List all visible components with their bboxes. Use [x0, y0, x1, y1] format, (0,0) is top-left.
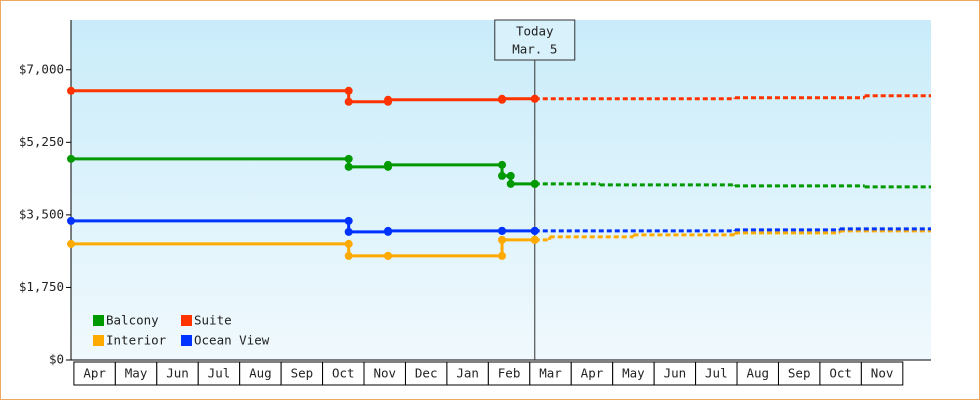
point	[344, 97, 353, 106]
legend-swatch	[93, 315, 104, 326]
point	[530, 94, 539, 103]
point	[530, 179, 539, 188]
x-tick-label: Sep	[291, 366, 314, 381]
point	[67, 216, 75, 225]
y-tick-label: $7,000	[19, 61, 64, 76]
point	[344, 216, 353, 225]
x-tick-label: Nov	[373, 366, 396, 381]
point	[384, 95, 393, 104]
legend-label: Ocean View	[194, 333, 270, 348]
point	[67, 239, 75, 248]
y-tick-label: $0	[49, 352, 64, 367]
legend-label: Interior	[106, 333, 167, 348]
plot-area	[71, 20, 931, 360]
x-tick-label: Oct	[332, 366, 355, 381]
x-tick-label: Dec	[415, 366, 438, 381]
point	[498, 171, 507, 180]
x-tick-label: Aug	[249, 366, 272, 381]
legend-swatch	[181, 315, 192, 326]
x-tick-label: Feb	[498, 366, 521, 381]
point	[530, 235, 539, 244]
x-tick-label: May	[622, 366, 645, 381]
x-tick-label: May	[125, 366, 148, 381]
x-tick-label: Jul	[208, 366, 231, 381]
point	[498, 226, 507, 235]
point	[344, 86, 353, 95]
point	[344, 227, 353, 236]
point	[344, 162, 353, 171]
x-tick-label: Apr	[83, 366, 106, 381]
x-tick-label: Jun	[166, 366, 189, 381]
x-tick-label: Oct	[829, 366, 852, 381]
y-tick-label: $1,750	[19, 279, 64, 294]
point	[384, 226, 393, 235]
legend-label: Suite	[194, 313, 232, 328]
x-tick-label: Mar	[539, 366, 562, 381]
today-label: Today	[516, 24, 554, 39]
today-box	[494, 19, 576, 61]
x-tick-label: Jun	[664, 366, 687, 381]
point	[67, 86, 75, 95]
legend-swatch	[181, 335, 192, 346]
y-tick-label: $3,500	[19, 206, 64, 221]
point	[498, 251, 507, 260]
point	[344, 239, 353, 248]
point	[67, 154, 75, 163]
x-tick-label: Jan	[456, 366, 479, 381]
x-tick-label: Apr	[581, 366, 604, 381]
y-tick-label: $5,250	[19, 134, 64, 149]
point	[344, 154, 353, 163]
x-tick-label: Jul	[705, 366, 728, 381]
x-tick-label: Sep	[788, 366, 811, 381]
point	[384, 160, 393, 169]
x-tick-label: Nov	[871, 366, 894, 381]
point	[506, 171, 515, 180]
point	[384, 251, 393, 260]
point	[498, 160, 507, 169]
point	[498, 94, 507, 103]
point	[530, 226, 539, 235]
point	[344, 251, 353, 260]
point	[498, 235, 507, 244]
x-tick-label: Aug	[746, 366, 769, 381]
point	[506, 179, 515, 188]
legend-swatch	[93, 335, 104, 346]
legend-label: Balcony	[106, 313, 159, 328]
month-cell	[860, 361, 904, 386]
today-date: Mar. 5	[512, 42, 557, 57]
